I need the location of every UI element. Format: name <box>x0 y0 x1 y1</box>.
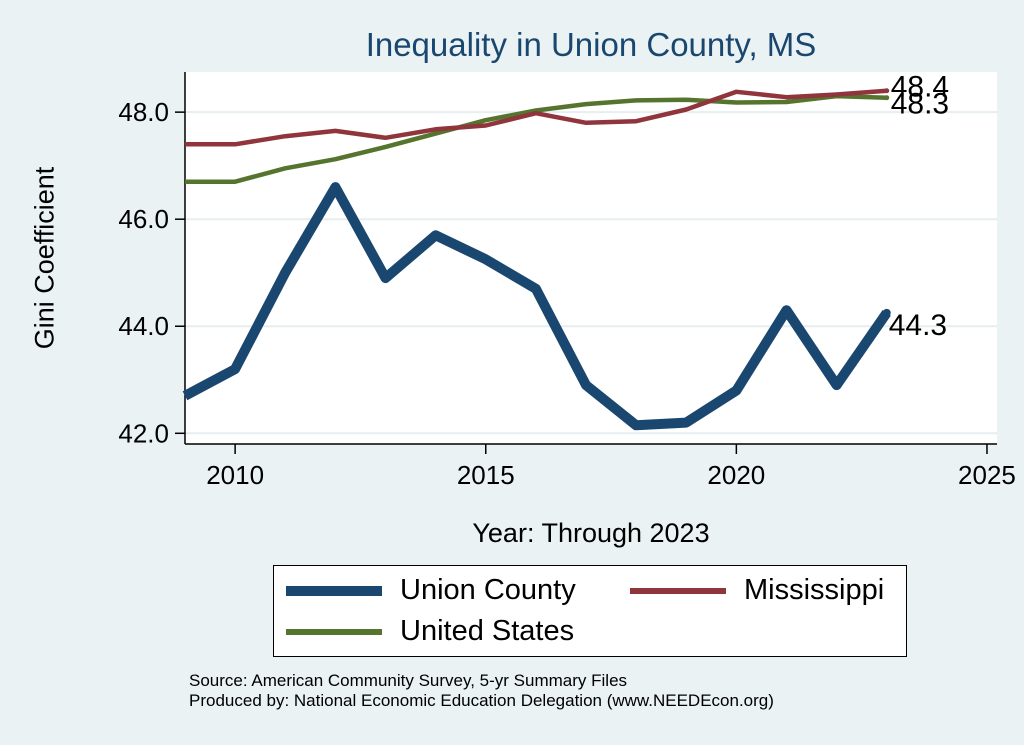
x-tick-label: 2020 <box>707 460 765 490</box>
series-line-union-county <box>182 182 891 431</box>
source-line: Source: American Community Survey, 5-yr … <box>189 671 628 690</box>
legend-label-mississippi: Mississippi <box>744 574 885 606</box>
legend-swatch-united-states <box>286 628 382 635</box>
legend-label-union-county: Union County <box>400 574 576 606</box>
x-tick-label: 2015 <box>457 460 515 490</box>
source-note: Source: American Community Survey, 5-yr … <box>189 671 774 711</box>
series-end-point <box>884 88 890 94</box>
legend-swatch-mississippi <box>630 587 726 594</box>
legend-item-united-states: United States <box>286 615 574 648</box>
y-tick-label: 46.0 <box>118 204 169 234</box>
x-axis-label: Year: Through 2023 <box>472 518 710 548</box>
x-tick-label: 2025 <box>958 460 1016 490</box>
end-value-label: 48.3 <box>891 88 949 121</box>
chart-title: Inequality in Union County, MS <box>365 26 817 63</box>
legend-label-united-states: United States <box>400 615 575 647</box>
legend-swatch-union-county <box>286 585 382 596</box>
y-tick-label: 48.0 <box>118 97 169 127</box>
series-end-point <box>882 308 891 317</box>
produced-by-line: Produced by: National Economic Education… <box>189 691 774 710</box>
x-tick-label: 2010 <box>206 460 264 490</box>
legend-item-union-county: Union County <box>286 574 576 607</box>
legend-item-mississippi: Mississippi <box>630 574 884 607</box>
legend: Union County Mississippi United States <box>273 565 907 657</box>
end-value-label: 44.3 <box>889 309 947 342</box>
y-tick-label: 42.0 <box>118 418 169 448</box>
series-line-united-states <box>185 93 887 184</box>
y-tick-label: 44.0 <box>118 311 169 341</box>
end-value-label: 48.4 <box>891 71 949 104</box>
series-line-mississippi <box>185 88 887 147</box>
series-end-point <box>884 95 890 101</box>
